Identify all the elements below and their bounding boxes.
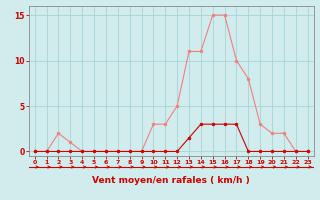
X-axis label: Vent moyen/en rafales ( km/h ): Vent moyen/en rafales ( km/h ) [92, 176, 250, 185]
